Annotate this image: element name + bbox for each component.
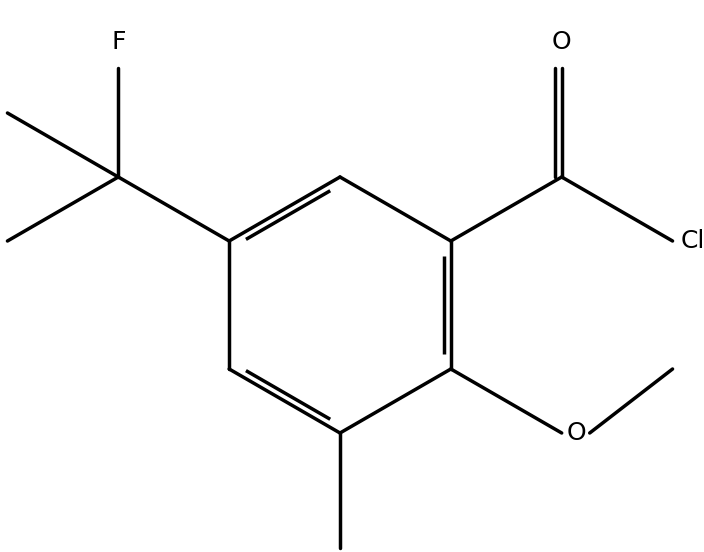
Text: Cl: Cl [681, 229, 704, 253]
Text: F: F [111, 30, 125, 54]
Text: O: O [552, 30, 572, 54]
Text: O: O [567, 421, 586, 445]
